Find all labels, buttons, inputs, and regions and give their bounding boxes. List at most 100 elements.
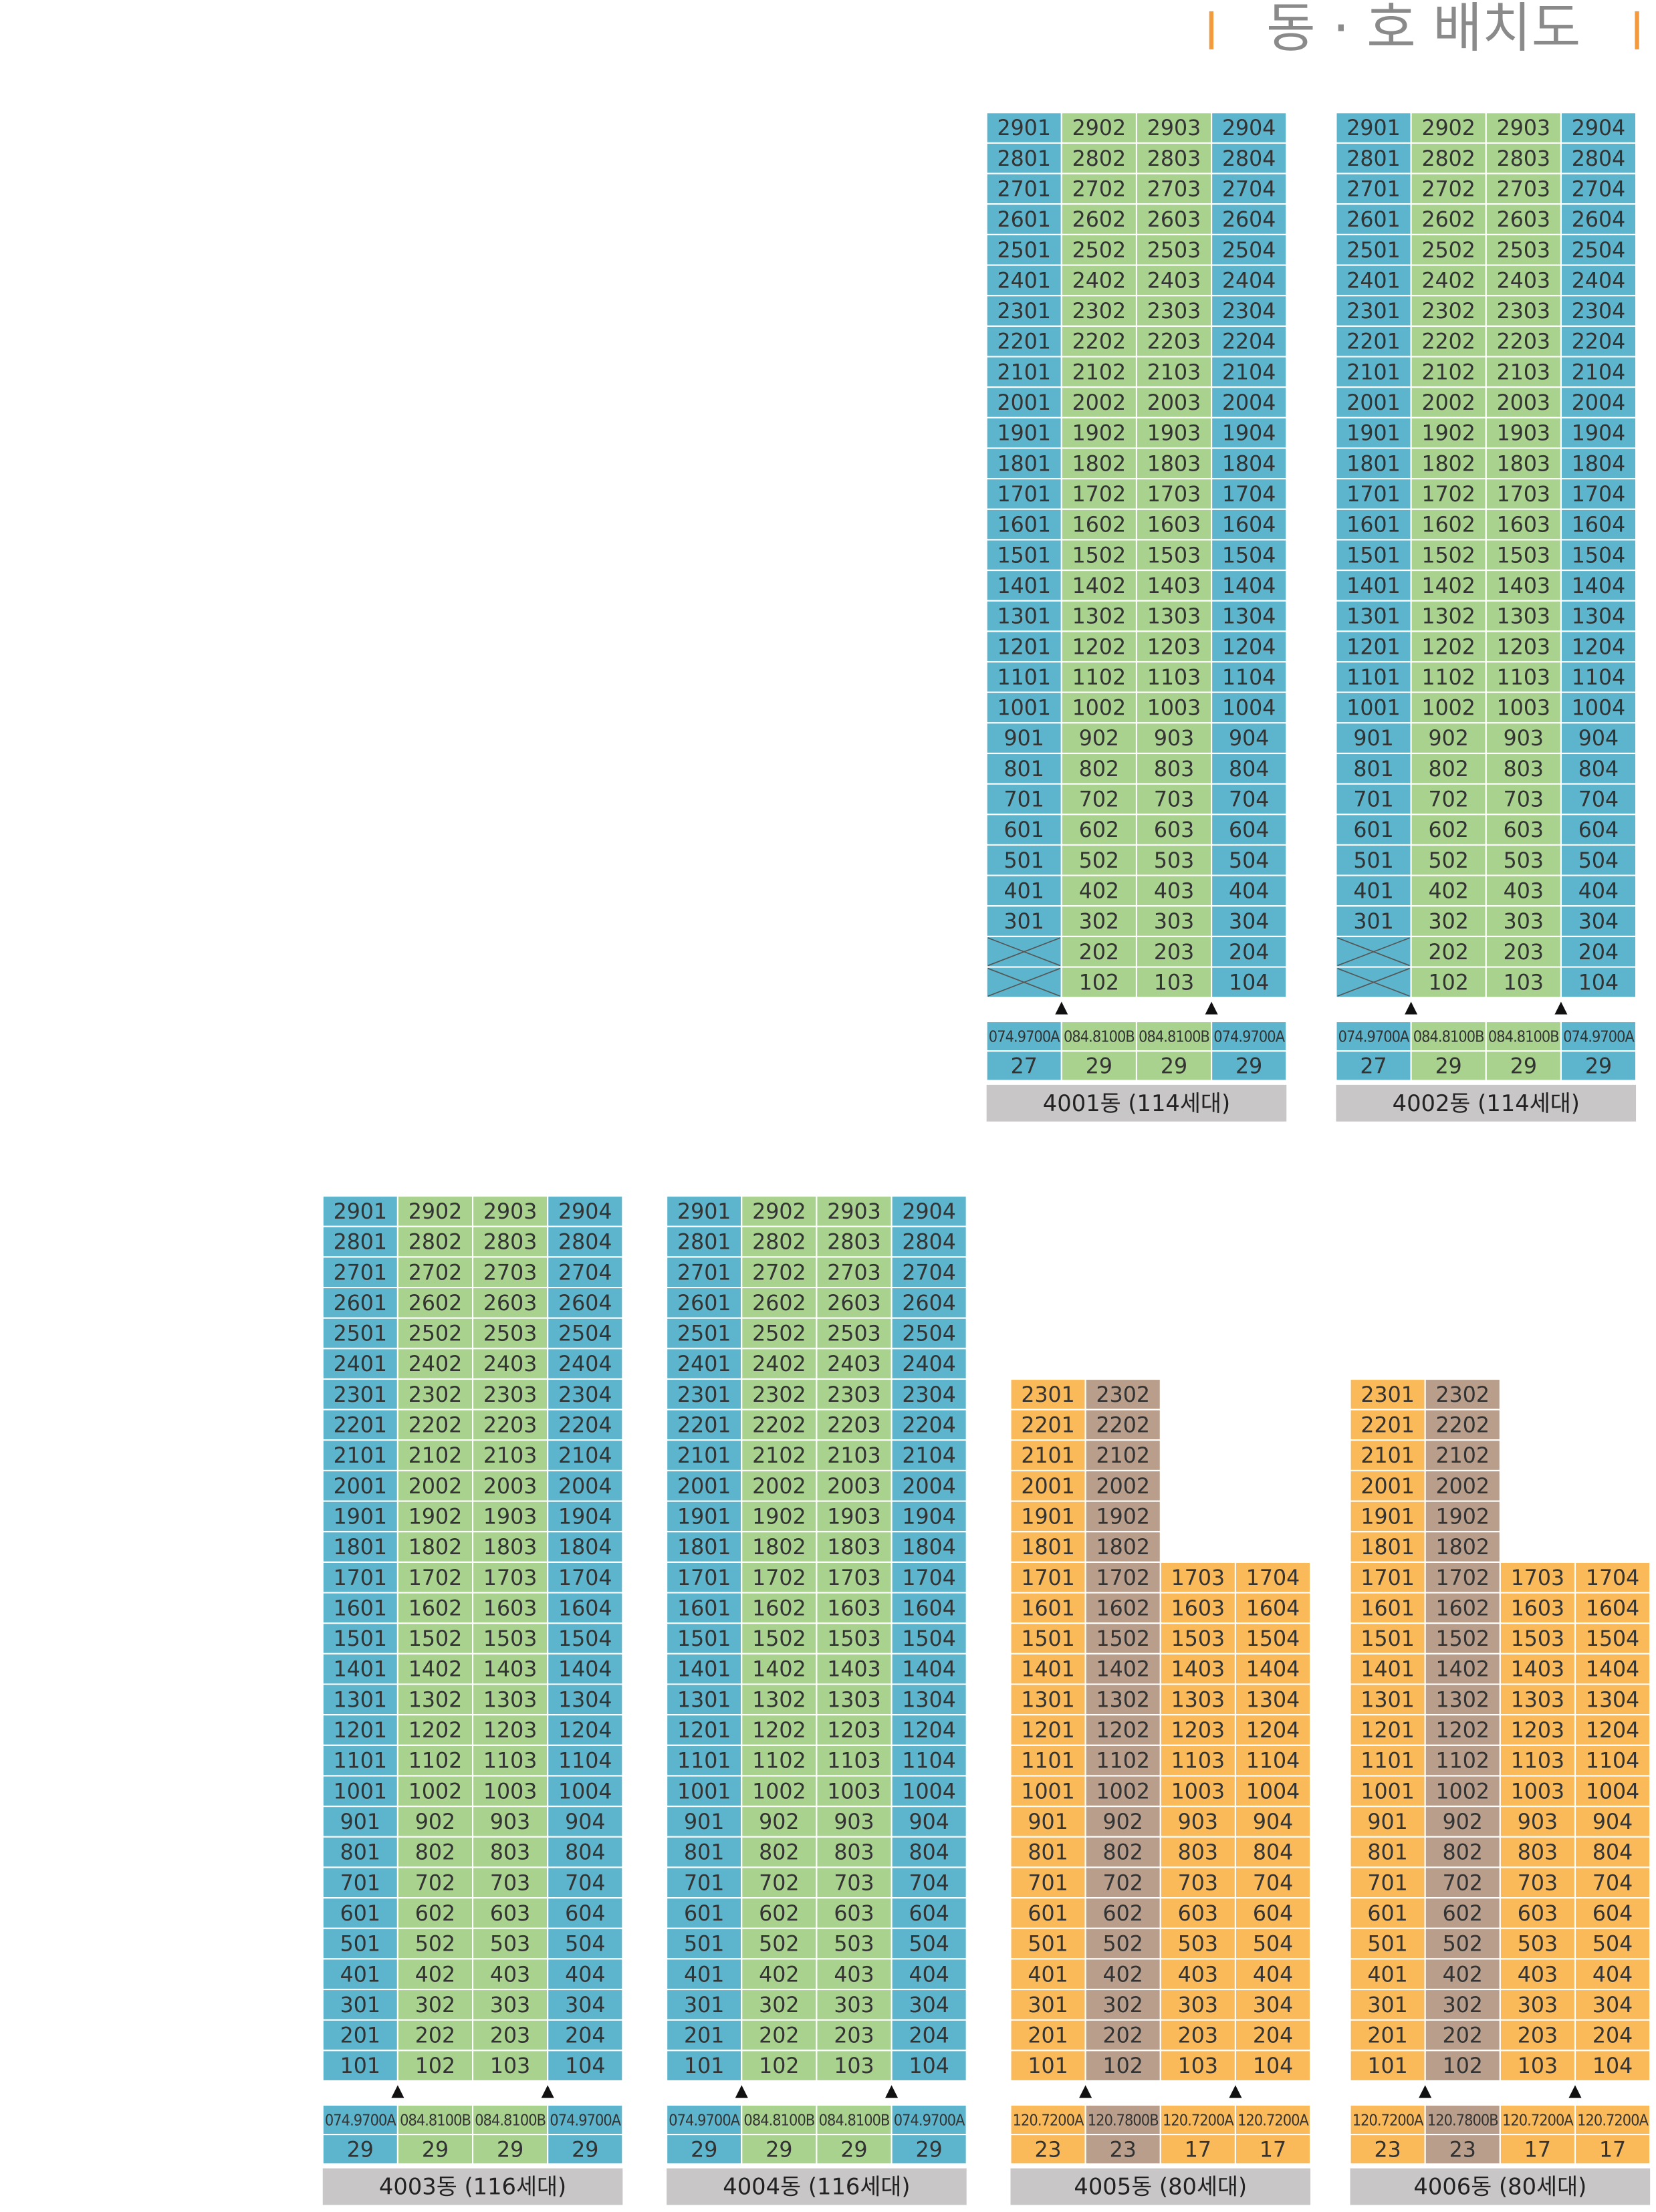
unit-number: 1604 [1222, 513, 1276, 537]
unit-number: 801 [340, 1841, 380, 1865]
unit-number: 501 [1004, 849, 1044, 873]
unit-number: 203 [1504, 941, 1544, 965]
unit-number: 1504 [1572, 543, 1625, 568]
unit-cell [666, 1286, 743, 1319]
unit-number: 501 [340, 1933, 380, 1957]
unit-number: 701 [1028, 1871, 1068, 1895]
unit-number: 1003 [827, 1779, 880, 1804]
unit-cell [471, 1439, 549, 1472]
unit-number: 1903 [483, 1505, 537, 1529]
unit-number: 201 [340, 2024, 380, 2048]
unit-cell [891, 1195, 967, 1227]
unit-number: 1001 [997, 697, 1051, 721]
unit-cell [396, 1927, 474, 1960]
unit-number: 1601 [334, 1596, 387, 1620]
unit-number: 401 [1004, 879, 1044, 903]
unit-number: 701 [1004, 788, 1044, 812]
unit-number: 601 [684, 1902, 724, 1926]
unit-number: 1304 [902, 1688, 955, 1712]
unit-number: 2003 [483, 1475, 537, 1499]
unit-cell [1060, 264, 1138, 297]
unit-number: 1103 [1497, 666, 1550, 690]
unit-number: 1101 [1361, 1749, 1414, 1773]
unit-number: 303 [1504, 910, 1544, 934]
unit-number: 804 [1578, 757, 1619, 781]
unit-cell [1060, 752, 1138, 785]
unit-number: 802 [415, 1841, 455, 1865]
unit-number: 1902 [1072, 422, 1126, 446]
unit-cell [1211, 508, 1288, 541]
unit-cell [1349, 1988, 1426, 2021]
entrance-arrow [735, 2085, 748, 2098]
unit-number: 2303 [483, 1383, 537, 1407]
unit-cell [891, 1744, 967, 1777]
type-cell [1560, 1020, 1637, 1052]
unit-cell [1211, 905, 1288, 937]
unit-number: 2803 [827, 1231, 880, 1255]
entrance-arrow [1419, 2085, 1432, 2098]
unit-number: 303 [1154, 910, 1194, 934]
unit-cell [396, 1744, 474, 1777]
unit-number: 501 [1028, 1933, 1068, 1957]
unit-number: 1904 [1572, 422, 1625, 446]
unit-number: 1401 [1361, 1658, 1414, 1682]
unit-cell [1135, 783, 1213, 816]
unit-number: 1902 [1421, 422, 1475, 446]
unit-number: 1704 [1222, 483, 1276, 507]
unit-number: 504 [1592, 1933, 1633, 1957]
unit-cell [396, 2050, 474, 2082]
unit-cell [1560, 630, 1637, 663]
unit-number: 602 [415, 1902, 455, 1926]
unit-cell [547, 1622, 624, 1654]
unit-number: 404 [565, 1963, 605, 1987]
unit-number: 901 [1367, 1810, 1407, 1834]
unit-cell [1410, 478, 1487, 510]
unit-cell [471, 1561, 549, 1594]
unit-cell [891, 1836, 967, 1868]
unit-number: 1204 [902, 1719, 955, 1743]
unit-number: 2901 [997, 116, 1051, 140]
unit-number: 404 [1592, 1963, 1633, 1987]
unit-cell [1424, 1775, 1501, 1808]
unit-number: 1702 [408, 1566, 462, 1590]
unit-cell [816, 1897, 893, 1929]
unit-cell [816, 1317, 893, 1350]
unit-number: 704 [1253, 1871, 1293, 1895]
unit-number: 1601 [1021, 1596, 1074, 1620]
unit-cell [396, 1225, 474, 1258]
unit-number: 1901 [1361, 1505, 1414, 1529]
unit-number: 204 [565, 2024, 605, 2048]
unit-cell [1159, 1897, 1237, 1929]
unit-number: 2104 [1222, 360, 1276, 384]
type-cell [547, 2104, 624, 2136]
unit-cell [1159, 1714, 1237, 1746]
unit-cell [1574, 1836, 1651, 1868]
unit-number: 1104 [1586, 1749, 1639, 1773]
unit-number: 204 [909, 2024, 949, 2048]
unit-number: 401 [1367, 1963, 1407, 1987]
unit-number: 1602 [752, 1596, 806, 1620]
unit-cell [547, 2050, 624, 2082]
unit-number: 2902 [1072, 116, 1126, 140]
unit-number: 2902 [408, 1200, 462, 1224]
unit-number: 1104 [1572, 666, 1625, 690]
unit-number: 2602 [752, 1292, 806, 1316]
unit-number: 1003 [1171, 1779, 1225, 1804]
unit-number: 101 [1028, 2054, 1068, 2078]
unit-cell [1211, 233, 1288, 266]
unit-number: 2004 [558, 1475, 612, 1499]
unit-number: 102 [1079, 971, 1119, 995]
unit-number: 403 [1504, 879, 1544, 903]
unit-number: 2904 [558, 1200, 612, 1224]
count-cell [1574, 2134, 1651, 2165]
unit-type: 074.9700A [989, 1028, 1060, 1046]
unit-cell [471, 1378, 549, 1410]
unit-number: 1503 [483, 1627, 537, 1651]
unit-cell [1424, 1622, 1501, 1654]
unit-number: 2001 [677, 1475, 731, 1499]
unit-cell [1084, 1652, 1161, 1685]
unit-number: 2804 [902, 1231, 955, 1255]
unit-cell [1211, 814, 1288, 846]
unit-number: 104 [1229, 971, 1269, 995]
